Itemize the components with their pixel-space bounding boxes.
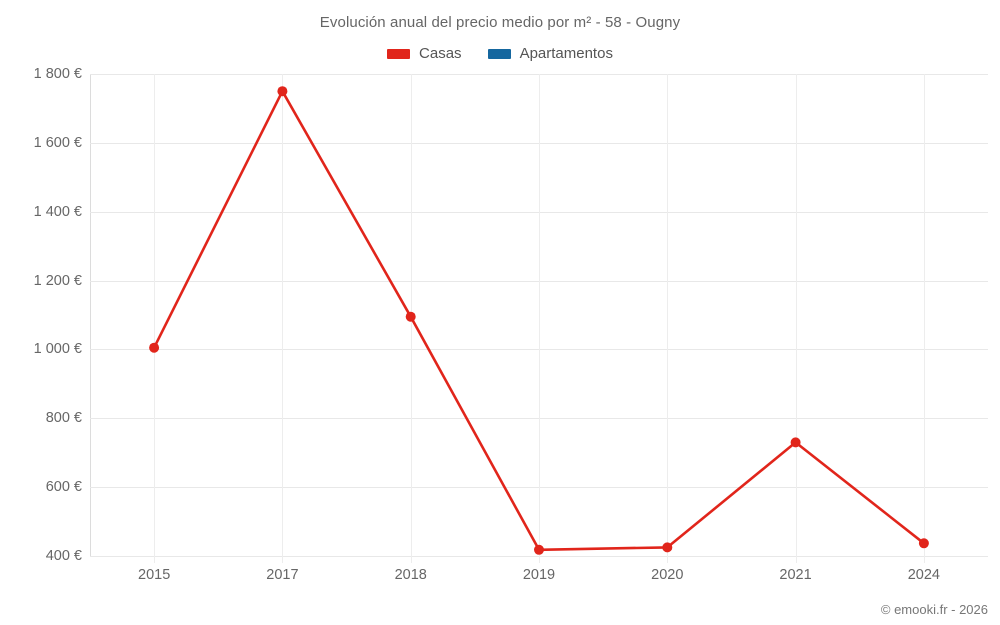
y-axis-tick-label: 1 000 € <box>33 341 82 358</box>
data-point-marker[interactable] <box>918 538 929 549</box>
legend-item-casas[interactable]: Casas <box>387 45 462 62</box>
x-axis-tick-label: 2015 <box>138 567 171 583</box>
legend-label-casas: Casas <box>419 45 462 62</box>
y-axis-tick-label: 1 400 € <box>33 203 82 220</box>
gridline-x <box>154 74 155 563</box>
x-axis-tick-label: 2019 <box>522 567 556 583</box>
y-axis-tick-labels: 400 € 600 € 800 € 1 000 € 1 200 € 1 400 € 1 60… <box>0 0 82 625</box>
gridline-x <box>282 74 283 563</box>
x-axis-tick-label: 2018 <box>394 567 427 583</box>
data-point-marker[interactable] <box>662 542 673 553</box>
legend-swatch-icon-apartamentos <box>487 48 511 59</box>
data-point-marker[interactable] <box>790 437 801 448</box>
x-axis-tick-label: 2017 <box>266 567 299 583</box>
series-line-casas <box>152 89 926 552</box>
chart-title: Evolución anual del precio medio por m² … <box>319 14 681 31</box>
data-point-marker[interactable] <box>534 544 544 555</box>
gridline-x <box>796 74 797 563</box>
x-axis-tick-label: 2024 <box>907 567 940 583</box>
y-axis-tick-label: 400 € <box>45 548 82 564</box>
data-point-marker[interactable] <box>149 342 160 353</box>
gridline-x <box>539 74 540 563</box>
legend-item-apartamentos[interactable]: Apartamentos <box>487 45 613 62</box>
y-axis-tick-label: 1 200 € <box>33 272 82 289</box>
gridline-x <box>924 74 925 563</box>
footer-credit: © emooki.fr - 2026 <box>880 602 988 617</box>
data-point-marker[interactable] <box>277 86 288 97</box>
chart-legend: Casas Apartamentos <box>0 45 1000 62</box>
y-axis-line <box>90 74 91 557</box>
legend-swatch-icon-casas <box>387 48 411 59</box>
x-axis-tick-label: 2020 <box>651 567 684 583</box>
legend-label-apartamentos: Apartamentos <box>519 45 613 62</box>
y-axis-tick-label: 800 € <box>45 410 82 427</box>
data-point-marker[interactable] <box>405 311 416 322</box>
y-axis-tick-label: 600 € <box>45 479 82 496</box>
x-axis-tick-label: 2021 <box>779 567 812 583</box>
y-axis-tick-label: 1 800 € <box>33 66 82 82</box>
y-axis-tick-label: 1 600 € <box>33 134 82 151</box>
gridline-x <box>667 74 668 563</box>
